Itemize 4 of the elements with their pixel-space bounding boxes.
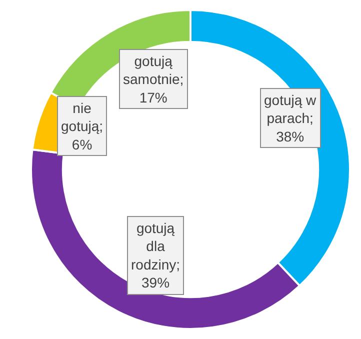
slice-label: gotują w parach; 38% — [264, 92, 318, 144]
slice-label: gotują dla rodziny; 39% — [131, 220, 180, 291]
slice-label: gotują samotnie; 17% — [123, 53, 184, 106]
slice-label: nie gotują; 6% — [61, 100, 104, 152]
